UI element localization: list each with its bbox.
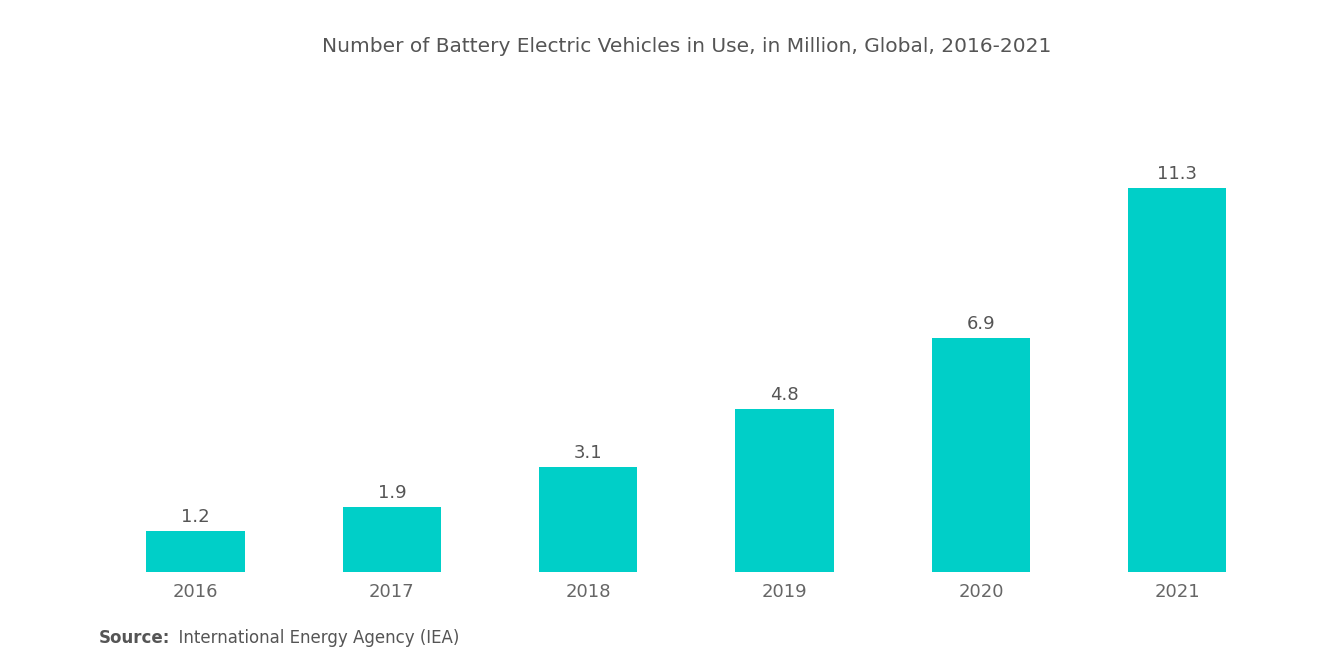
Title: Number of Battery Electric Vehicles in Use, in Million, Global, 2016-2021: Number of Battery Electric Vehicles in U… xyxy=(322,37,1051,56)
Bar xyxy=(539,467,638,572)
Text: 1.9: 1.9 xyxy=(378,484,407,502)
Bar xyxy=(1129,188,1226,572)
Text: 11.3: 11.3 xyxy=(1158,166,1197,184)
Bar xyxy=(932,338,1030,572)
Text: 6.9: 6.9 xyxy=(966,315,995,332)
Bar xyxy=(735,409,834,572)
Bar xyxy=(343,507,441,572)
Text: 4.8: 4.8 xyxy=(771,386,799,404)
Text: Source:: Source: xyxy=(99,629,170,648)
Bar xyxy=(147,531,244,572)
Text: International Energy Agency (IEA): International Energy Agency (IEA) xyxy=(168,629,459,648)
Text: 1.2: 1.2 xyxy=(181,508,210,526)
Text: 3.1: 3.1 xyxy=(574,444,602,462)
